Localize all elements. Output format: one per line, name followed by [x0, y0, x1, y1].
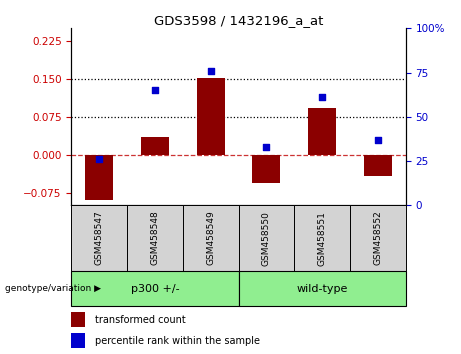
- Text: GSM458547: GSM458547: [95, 211, 104, 266]
- Bar: [71, 312, 85, 327]
- Bar: [253, 155, 280, 183]
- Text: GSM458551: GSM458551: [318, 211, 327, 266]
- Point: [207, 68, 214, 74]
- Bar: [71, 333, 85, 348]
- Bar: [71, 271, 239, 306]
- Bar: [127, 205, 183, 271]
- Point: [95, 156, 103, 162]
- Text: percentile rank within the sample: percentile rank within the sample: [95, 336, 260, 346]
- Text: GSM458550: GSM458550: [262, 211, 271, 266]
- Bar: [238, 205, 294, 271]
- Bar: [197, 78, 225, 155]
- Text: GSM458549: GSM458549: [206, 211, 215, 266]
- Point: [151, 87, 159, 93]
- Bar: [85, 155, 113, 200]
- Text: transformed count: transformed count: [95, 315, 186, 325]
- Bar: [350, 205, 406, 271]
- Point: [319, 95, 326, 100]
- Bar: [238, 271, 406, 306]
- Bar: [294, 205, 350, 271]
- Text: p300 +/-: p300 +/-: [131, 284, 179, 293]
- Text: genotype/variation ▶: genotype/variation ▶: [5, 284, 100, 293]
- Text: wild-type: wild-type: [296, 284, 348, 293]
- Bar: [141, 137, 169, 155]
- Text: GSM458548: GSM458548: [150, 211, 160, 266]
- Bar: [364, 155, 392, 176]
- Bar: [71, 205, 127, 271]
- Title: GDS3598 / 1432196_a_at: GDS3598 / 1432196_a_at: [154, 14, 323, 27]
- Point: [374, 137, 382, 143]
- Text: GSM458552: GSM458552: [373, 211, 382, 266]
- Point: [263, 144, 270, 150]
- Bar: [308, 108, 336, 155]
- Bar: [183, 205, 238, 271]
